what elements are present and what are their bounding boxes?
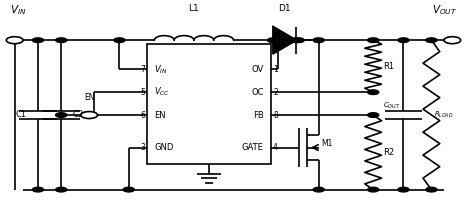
Circle shape (56, 187, 67, 192)
Text: GATE: GATE (242, 143, 264, 152)
Circle shape (123, 187, 134, 192)
Circle shape (56, 38, 67, 43)
Text: FB: FB (253, 111, 264, 120)
Circle shape (268, 38, 279, 43)
Circle shape (368, 113, 379, 117)
Text: D1: D1 (278, 4, 291, 13)
Circle shape (444, 37, 461, 44)
Text: L1: L1 (189, 4, 199, 13)
Text: R2: R2 (383, 148, 395, 157)
Text: $V_{OUT}$: $V_{OUT}$ (432, 3, 457, 17)
Circle shape (6, 37, 23, 44)
Text: R1: R1 (383, 62, 395, 71)
Circle shape (398, 38, 409, 43)
Text: GND: GND (155, 143, 174, 152)
Circle shape (114, 38, 125, 43)
Circle shape (398, 187, 409, 192)
Circle shape (368, 90, 379, 95)
Circle shape (313, 187, 324, 192)
Circle shape (56, 113, 67, 117)
Circle shape (81, 112, 98, 119)
Circle shape (368, 187, 379, 192)
Circle shape (32, 187, 43, 192)
Text: EN: EN (155, 111, 166, 120)
Text: 7: 7 (140, 65, 145, 74)
Bar (148, 44, 271, 164)
Text: $V_{IN}$: $V_{IN}$ (10, 3, 27, 17)
Text: EN: EN (84, 93, 94, 102)
Text: 1: 1 (273, 65, 278, 74)
Text: 3: 3 (140, 143, 145, 152)
Text: 5: 5 (140, 88, 145, 97)
Text: $V_{CC}$: $V_{CC}$ (155, 86, 170, 98)
Circle shape (313, 38, 324, 43)
Text: C1: C1 (15, 110, 26, 119)
Text: C2: C2 (73, 110, 84, 119)
Circle shape (293, 38, 304, 43)
Text: $V_{IN}$: $V_{IN}$ (155, 63, 168, 76)
Text: OC: OC (251, 88, 264, 97)
Text: 2: 2 (273, 88, 278, 97)
Text: $R_{LOAD}$: $R_{LOAD}$ (434, 110, 453, 120)
Text: 4: 4 (273, 143, 278, 152)
Circle shape (272, 38, 283, 43)
Circle shape (32, 38, 43, 43)
Circle shape (368, 38, 379, 43)
Text: 6: 6 (140, 111, 145, 120)
Text: OV: OV (252, 65, 264, 74)
Circle shape (426, 187, 437, 192)
Circle shape (291, 38, 302, 43)
Polygon shape (273, 27, 297, 54)
Text: $C_{OUT}$: $C_{OUT}$ (383, 101, 401, 111)
Text: 8: 8 (273, 111, 278, 120)
Circle shape (426, 38, 437, 43)
Text: M1: M1 (321, 139, 333, 148)
